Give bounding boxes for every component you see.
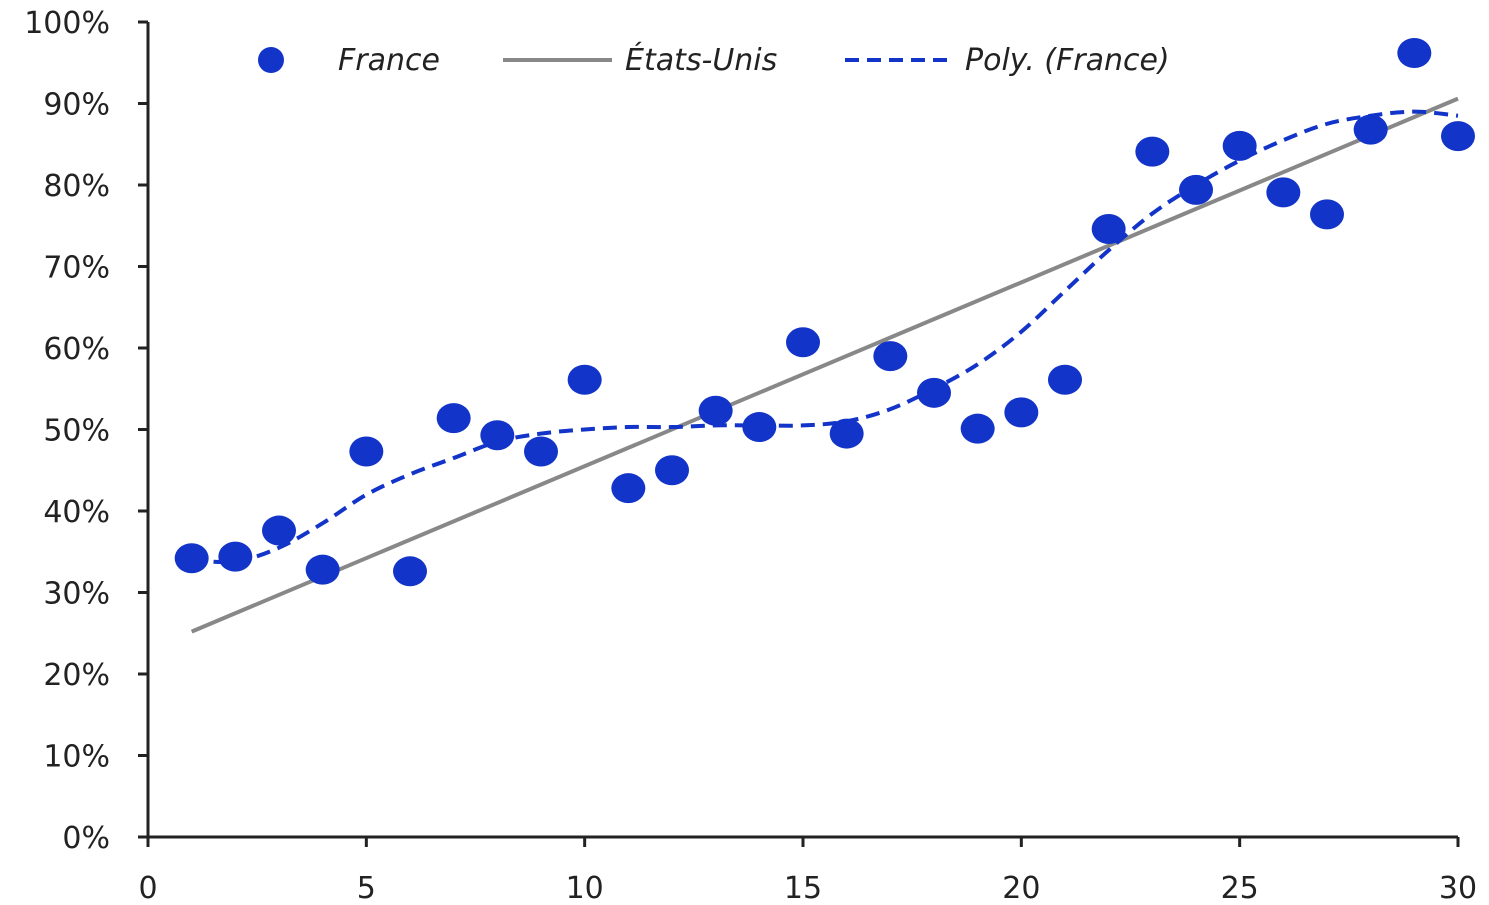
y-tick-label: 70% [43,251,110,286]
x-tick-label: 20 [1002,871,1040,905]
series-line-poly-france [191,109,1459,565]
data-point-france [1266,177,1301,208]
data-point-france [262,515,296,546]
data-point-france [1353,114,1388,145]
plot-area [174,37,1475,634]
data-point-france [436,403,471,434]
legend: France États-Unis Poly. (France) [258,42,1170,78]
data-point-france [1048,364,1082,395]
data-point-france [698,395,733,426]
data-point-france [1135,136,1170,167]
data-point-france [480,420,515,451]
data-point-france [1441,121,1475,152]
data-point-france [1397,37,1432,68]
data-point-france [349,436,384,467]
y-tick-label: 60% [43,332,110,367]
axes: 0% 10% 20% 30% 40% 50% 60% 70% 80% 90% 100% 0 5 10 15… [24,6,1477,905]
data-point-france [873,341,908,372]
x-tick-label: 5 [357,871,376,905]
y-ticks: 0% 10% 20% 30% 40% 50% 60% 70% 80% 90% 100% [24,6,148,856]
data-point-france [567,364,602,395]
data-point-france [524,436,558,467]
legend-label-poly-france: Poly. (France) [965,43,1170,78]
series-line-etats-unis [190,96,1459,634]
x-tick-label: 0 [138,871,157,905]
y-tick-label: 40% [43,495,110,530]
data-point-france [786,327,820,358]
data-point-france [960,413,995,444]
legend-label-etats-unis: États-Unis [625,42,777,78]
data-point-france [1310,199,1344,230]
data-point-france [829,418,864,449]
data-point-france [1004,397,1039,428]
data-point-france [305,554,340,585]
y-tick-label: 50% [43,414,110,449]
y-tick-label: 90% [43,88,110,123]
y-tick-label: 10% [43,740,110,775]
x-ticks: 0 5 10 15 20 25 30 [138,837,1477,905]
y-tick-label: 20% [43,658,110,693]
x-tick-label: 15 [784,871,822,905]
y-tick-label: 30% [43,577,110,612]
data-point-france [742,412,777,443]
data-point-france [917,377,951,408]
y-tick-label: 100% [24,6,110,41]
x-tick-label: 10 [566,871,604,905]
data-point-france [1222,130,1257,161]
legend-marker-france [258,47,284,73]
data-point-france [393,556,427,587]
data-point-france [1091,214,1126,245]
data-point-france [218,541,253,572]
data-point-france [1179,174,1213,205]
data-point-france [655,455,689,486]
x-tick-label: 25 [1221,871,1259,905]
data-point-france [611,473,646,504]
data-point-france [174,543,209,574]
y-tick-label: 80% [43,169,110,204]
legend-label-france: France [338,43,440,78]
y-tick-label: 0% [62,821,110,856]
x-tick-label: 30 [1439,871,1477,905]
